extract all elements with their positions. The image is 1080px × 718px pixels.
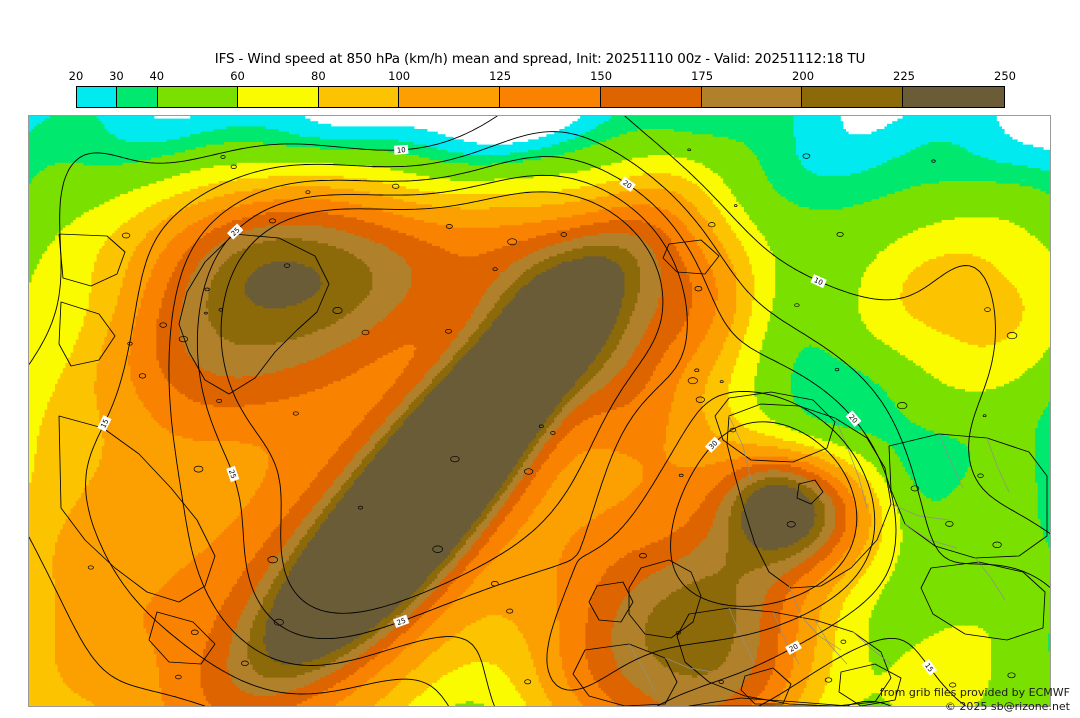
svg-text:10: 10 <box>813 276 824 287</box>
svg-text:25: 25 <box>230 226 242 238</box>
svg-text:20: 20 <box>621 179 633 191</box>
colorbar-tick-80: 80 <box>311 69 326 83</box>
svg-text:25: 25 <box>396 617 407 628</box>
weather-map[interactable]: 10 10 15 15 20 20 20 25 25 25 30 <box>29 116 1050 706</box>
colorbar-segment-225-250 <box>903 87 1004 107</box>
colorbar-tick-175: 175 <box>691 69 714 83</box>
svg-text:20: 20 <box>788 642 800 653</box>
colorbar-tick-30: 30 <box>109 69 124 83</box>
svg-text:20: 20 <box>847 413 859 425</box>
colorbar-segment-150-175 <box>600 87 702 107</box>
colorbar-segment-30-40 <box>117 87 158 107</box>
colorbar-segment-20-30 <box>77 87 118 107</box>
spread-contour-layer <box>29 116 1050 706</box>
colorbar-tick-200: 200 <box>792 69 815 83</box>
svg-text:15: 15 <box>99 418 110 430</box>
colorbar-segment-40-60 <box>157 87 239 107</box>
colorbar-tick-40: 40 <box>149 69 165 83</box>
svg-text:15: 15 <box>923 662 935 674</box>
colorbar <box>76 86 1005 108</box>
wind-speed-shading <box>29 116 1050 706</box>
colorbar-tick-125: 125 <box>489 69 512 83</box>
contour-label-layer: 10 10 15 15 20 20 20 25 25 25 30 <box>97 144 938 676</box>
colorbar-segments <box>76 86 1005 108</box>
colorbar-tick-250: 250 <box>994 69 1016 83</box>
colorbar-segment-125-150 <box>500 87 601 107</box>
colorbar-tick-labels: 20 30 40 60 80 100 125 150 175 200 225 250 <box>69 69 1016 84</box>
colorbar-segment-60-80 <box>238 87 319 107</box>
svg-text:30: 30 <box>707 439 719 451</box>
colorbar-segment-175-200 <box>701 87 803 107</box>
map-panel[interactable]: 10 10 15 15 20 20 20 25 25 25 30 <box>28 115 1051 707</box>
svg-text:10: 10 <box>397 146 406 155</box>
colorbar-tick-225: 225 <box>893 69 915 83</box>
colorbar-segment-100-125 <box>399 87 501 107</box>
page-title: IFS - Wind speed at 850 hPa (km/h) mean … <box>214 51 866 67</box>
colorbar-tick-60: 60 <box>230 69 245 83</box>
colorbar-tick-20: 20 <box>68 69 84 83</box>
colorbar-segment-200-225 <box>802 87 904 107</box>
colorbar-tick-100: 100 <box>388 69 411 83</box>
svg-text:25: 25 <box>227 469 237 480</box>
colorbar-segment-80-100 <box>318 87 400 107</box>
colorbar-tick-150: 150 <box>590 69 613 83</box>
